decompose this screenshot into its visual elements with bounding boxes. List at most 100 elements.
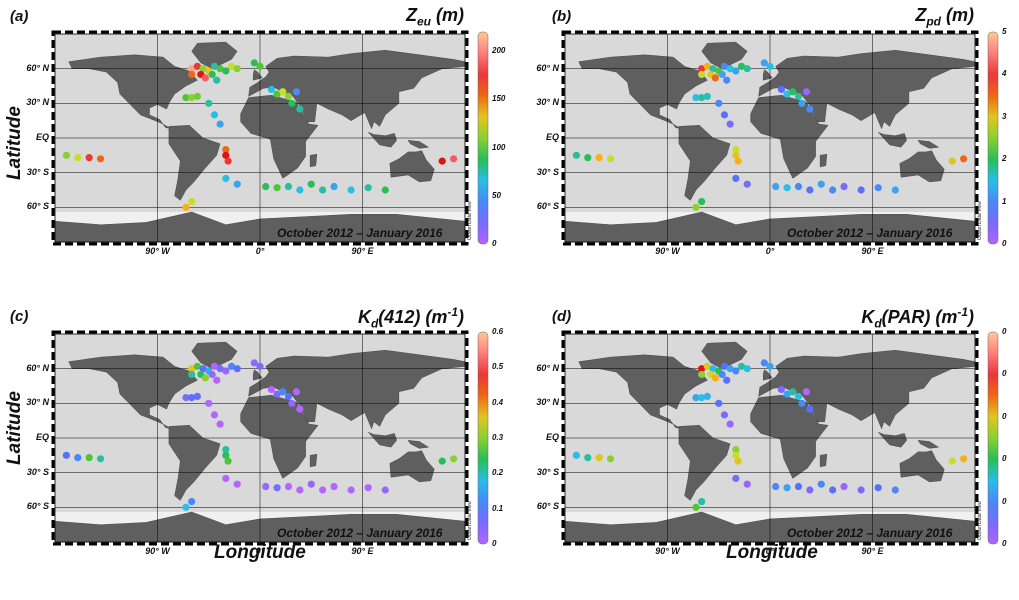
station-point	[772, 482, 780, 491]
station-point	[193, 362, 201, 370]
station-point	[703, 362, 711, 370]
colorbar-tick-label: 0	[1002, 369, 1007, 379]
world-map	[51, 330, 469, 546]
station-point	[292, 388, 301, 396]
station-point	[692, 393, 700, 402]
title-sub: eu	[416, 14, 431, 29]
panel-label: (b)	[552, 8, 572, 25]
colorbar-tick-label: 0	[1002, 496, 1007, 506]
station-point	[222, 474, 230, 483]
colorbar-tick-label: 0	[1002, 239, 1007, 248]
landmass	[191, 341, 238, 369]
lat-tick-label: 60° S	[26, 201, 49, 212]
station-point	[188, 93, 196, 102]
colorbar-gradient	[987, 31, 999, 245]
landmass	[407, 440, 430, 449]
station-point	[188, 497, 196, 506]
colorbar	[987, 31, 999, 245]
station-point	[188, 70, 196, 79]
title-sub: pd	[926, 14, 941, 29]
station-point	[711, 74, 719, 82]
period-label: October 2012 – January 2016	[277, 526, 443, 540]
station-point	[438, 157, 446, 165]
station-point	[216, 65, 224, 73]
lat-tick-label: 60° S	[536, 201, 559, 212]
station-point	[715, 99, 723, 107]
landmass	[678, 425, 731, 501]
station-point	[273, 184, 281, 192]
station-point	[262, 182, 270, 191]
station-point	[703, 62, 711, 70]
colorbar-tick-label: 5	[1002, 27, 1007, 36]
station-point	[718, 370, 726, 379]
station-point	[794, 182, 803, 191]
lat-tick-label: 30° N	[536, 397, 559, 408]
station-point	[606, 455, 615, 463]
station-point	[857, 486, 865, 494]
colorbar-tick-label: 50	[492, 190, 501, 200]
station-point	[188, 197, 196, 206]
station-point	[450, 455, 458, 463]
station-point	[233, 365, 241, 373]
station-point	[829, 486, 837, 494]
station-point	[193, 92, 201, 100]
landmass	[368, 132, 397, 148]
colorbar-tick-label: 3	[1002, 111, 1007, 121]
lon-tick-label: 90° E	[861, 546, 884, 556]
station-point	[794, 92, 803, 100]
station-point	[732, 367, 740, 375]
station-point	[250, 59, 258, 67]
station-point	[216, 120, 224, 128]
station-point	[720, 411, 729, 419]
station-point	[216, 420, 224, 428]
station-point	[726, 365, 734, 373]
title-tail: (412) (m	[378, 307, 448, 327]
station-point	[62, 451, 70, 459]
station-point	[319, 486, 327, 494]
station-point	[948, 457, 956, 465]
panel-label: (d)	[552, 308, 572, 325]
station-point	[734, 457, 742, 465]
y-axis-title: Latitude	[3, 391, 25, 465]
station-point	[450, 155, 458, 163]
station-point	[715, 399, 723, 407]
title-tail: (PAR) (m	[881, 307, 958, 327]
station-point	[732, 474, 740, 483]
landmass	[309, 453, 318, 468]
station-point	[806, 105, 814, 113]
odv-watermark: Ocean Data View	[977, 201, 983, 240]
station-point	[205, 399, 213, 407]
station-point	[743, 480, 751, 488]
colorbar-tick-label: 100	[492, 142, 506, 152]
station-point	[766, 62, 774, 70]
station-point	[798, 399, 806, 407]
landmass	[878, 132, 907, 148]
map-frame	[561, 330, 979, 546]
station-point	[732, 151, 740, 159]
lat-tick-label: 30° S	[536, 166, 559, 177]
station-point	[284, 482, 293, 491]
station-point	[798, 99, 806, 107]
lat-tick-label: 60° N	[536, 362, 559, 373]
station-point	[222, 67, 230, 75]
station-point	[732, 67, 740, 75]
map-panel: (c) Kd(412) (m-1) 60° N 30° N EQ 30° S 60° S 90…	[0, 300, 509, 600]
station-point	[284, 182, 293, 191]
station-point	[188, 370, 196, 379]
station-point	[296, 186, 304, 194]
station-point	[199, 365, 207, 373]
station-point	[224, 457, 232, 465]
landmass	[191, 41, 238, 69]
station-point	[224, 157, 232, 165]
title-main: Z	[915, 5, 927, 25]
title-close: )	[968, 307, 974, 327]
station-point	[698, 497, 706, 506]
station-point	[726, 120, 734, 128]
station-point	[279, 88, 287, 96]
colorbar-tick-label: 200	[492, 46, 506, 56]
station-point	[783, 90, 791, 98]
colorbar-tick-label: 1	[1002, 196, 1007, 206]
landmass	[389, 150, 435, 183]
colorbar-gradient	[987, 331, 999, 545]
station-point	[692, 503, 700, 511]
